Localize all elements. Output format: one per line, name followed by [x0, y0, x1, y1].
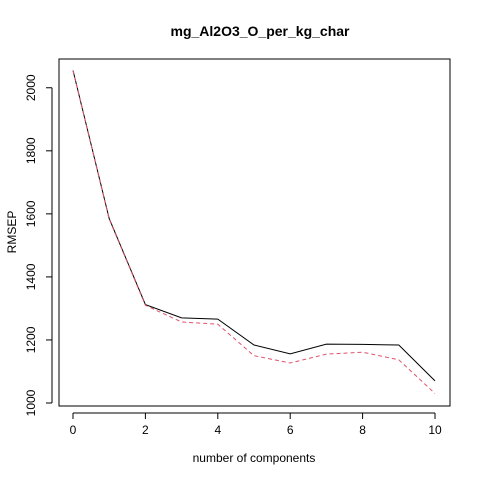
- y-tick-label: 1000: [24, 389, 38, 416]
- y-tick-label: 1600: [24, 200, 38, 227]
- y-tick-label: 1200: [24, 326, 38, 353]
- series-layer: [72, 70, 436, 394]
- y-axis-label: RMSEP: [5, 211, 19, 254]
- x-tick-label: 8: [359, 423, 366, 437]
- x-tick-label: 2: [142, 423, 149, 437]
- series-line-1: [72, 70, 436, 382]
- x-tick-label: 0: [70, 423, 77, 437]
- x-tick-label: 6: [287, 423, 294, 437]
- y-axis: 1000 1200 1400 1600 1800 2000: [24, 74, 53, 416]
- x-axis: 0 2 4 6 8 10: [70, 412, 442, 437]
- y-tick-label: 1800: [24, 137, 38, 164]
- x-tick-label: 10: [428, 423, 442, 437]
- x-axis-label: number of components: [193, 451, 316, 465]
- series-line-2: [72, 70, 436, 394]
- plot-box: [58, 58, 451, 407]
- y-tick-label: 1400: [24, 263, 38, 290]
- chart-title: mg_Al2O3_O_per_kg_char: [171, 23, 351, 39]
- y-tick-label: 2000: [24, 74, 38, 101]
- x-tick-label: 4: [214, 423, 221, 437]
